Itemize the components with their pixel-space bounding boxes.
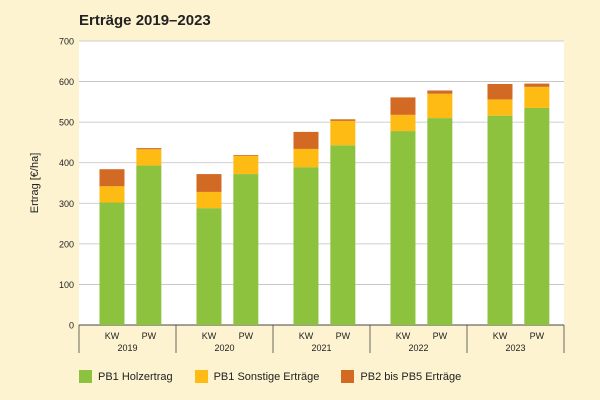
- bar-segment: [196, 191, 222, 209]
- y-tick-label: 100: [59, 280, 74, 290]
- bar-segment: [524, 107, 550, 325]
- x-tick-label: KW: [105, 331, 120, 341]
- bar-segment: [524, 83, 550, 87]
- bar-segment: [390, 131, 416, 325]
- x-tick-label: PW: [239, 331, 254, 341]
- x-tick-label: PW: [433, 331, 448, 341]
- x-group-label: 2021: [311, 343, 331, 353]
- x-group-label: 2023: [505, 343, 525, 353]
- x-tick-label: PW: [530, 331, 545, 341]
- bar-segment: [427, 90, 453, 94]
- bar-segment: [330, 119, 356, 121]
- x-group-label: 2020: [214, 343, 234, 353]
- bars: [99, 83, 550, 325]
- x-group-label: 2022: [408, 343, 428, 353]
- y-tick-label: 400: [59, 158, 74, 168]
- bar-segment: [390, 97, 416, 115]
- x-tick-label: PW: [336, 331, 351, 341]
- bar-segment: [427, 93, 453, 119]
- bar-segment: [233, 155, 259, 156]
- y-tick-label: 600: [59, 77, 74, 87]
- bar-segment: [99, 169, 125, 187]
- x-tick-label: KW: [299, 331, 314, 341]
- y-tick-label: 700: [59, 37, 74, 47]
- legend-swatch-sonstige: [194, 370, 208, 383]
- legend-label-sonstige: PB1 Sonstige Erträge: [213, 370, 320, 383]
- bar-segment: [233, 174, 259, 325]
- bar-segment: [99, 202, 125, 325]
- bar-segment: [487, 115, 513, 325]
- bar-segment: [524, 86, 550, 108]
- x-axis: KW PW 2019 KW PW 2020 KW PW 2021 KW PW 2022 KW PW 2023: [78, 325, 565, 353]
- x-tick-label: KW: [493, 331, 508, 341]
- x-tick-label: KW: [202, 331, 217, 341]
- bar-segment: [136, 165, 162, 325]
- y-tick-label: 500: [59, 118, 74, 128]
- bar-segment: [487, 84, 513, 100]
- bar-segment: [293, 131, 319, 149]
- bar-segment: [390, 114, 416, 132]
- bar-segment: [330, 145, 356, 325]
- legend-label-holzertrag: PB1 Holzertrag: [98, 370, 173, 383]
- bar-segment: [487, 99, 513, 116]
- bar-segment: [330, 120, 356, 146]
- x-tick-label: KW: [396, 331, 411, 341]
- y-axis: 0 100 200 300 400 500 600 700: [59, 37, 74, 331]
- legend: PB1 Holzertrag PB1 Sonstige Erträge PB2 …: [79, 370, 461, 383]
- bar-segment: [233, 155, 259, 175]
- bar-segment: [136, 149, 162, 166]
- bar-segment: [136, 148, 162, 150]
- bar-segment: [99, 186, 125, 203]
- bar-segment: [427, 118, 453, 325]
- legend-swatch-holzertrag: [79, 370, 92, 383]
- x-group-label: 2019: [117, 343, 137, 353]
- y-tick-label: 300: [59, 199, 74, 209]
- legend-item-pb2-pb5: PB2 bis PB5 Erträge: [341, 370, 461, 383]
- y-tick-label: 200: [59, 239, 74, 249]
- y-axis-label: Ertrag [€/ha]: [29, 153, 41, 214]
- legend-item-sonstige: PB1 Sonstige Erträge: [194, 370, 320, 383]
- bar-segment: [196, 174, 222, 192]
- y-tick-label: 0: [69, 321, 74, 331]
- x-tick-label: PW: [142, 331, 157, 341]
- bar-segment: [293, 167, 319, 325]
- legend-swatch-pb2-pb5: [341, 370, 355, 383]
- legend-label-pb2-pb5: PB2 bis PB5 Erträge: [360, 370, 462, 383]
- chart-title: Erträge 2019–2023: [79, 12, 211, 29]
- legend-item-holzertrag: PB1 Holzertrag: [79, 370, 173, 383]
- bar-segment: [293, 148, 319, 168]
- bar-segment: [196, 208, 222, 325]
